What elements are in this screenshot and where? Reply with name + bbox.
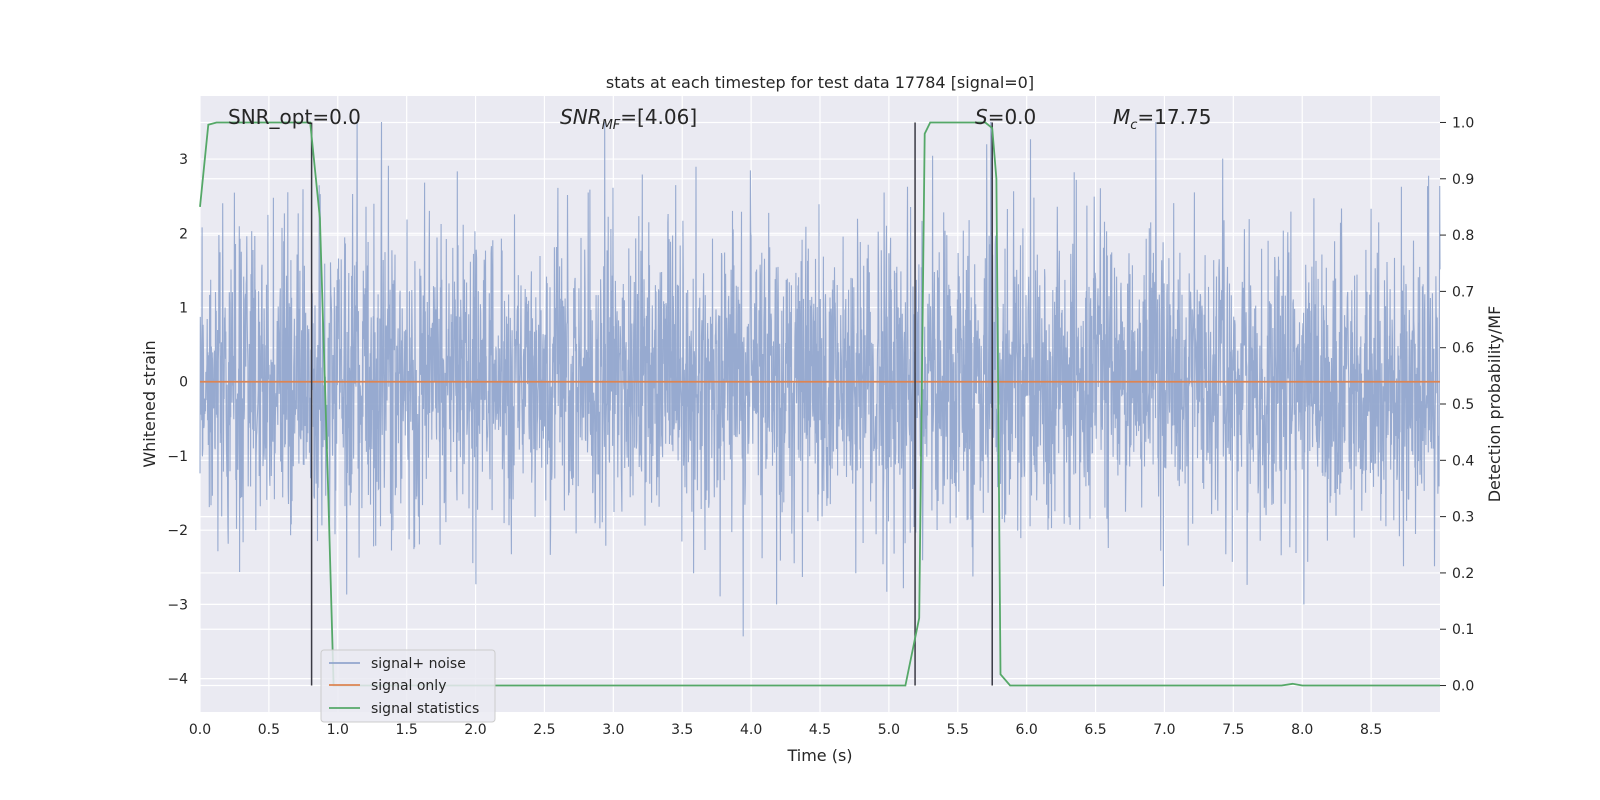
annotation-snr-mf-main: SNR [560, 105, 602, 129]
annotation-s-value: =0.0 [988, 105, 1037, 129]
vertical-markers [310, 122, 993, 686]
y2-tick-label: 0.0 [1452, 679, 1474, 695]
y2-tick-label: 0.4 [1452, 453, 1474, 469]
annotation-mc-value: =17.75 [1137, 105, 1211, 129]
y-tick-label: −1 [167, 449, 188, 465]
annotation-s: S=0.0 [975, 105, 1036, 129]
annotation-mc-main: M [1113, 105, 1130, 129]
x-tick-label: 4.0 [740, 722, 762, 738]
annotation-mc: Mc=17.75 [1113, 105, 1211, 133]
x-tick-label: 8.5 [1360, 722, 1382, 738]
x-tick-label: 2.5 [533, 722, 555, 738]
annotation-snr-mf: SNRMF=[4.06] [560, 105, 697, 133]
legend: signal+ noise signal only signal statist… [320, 649, 496, 723]
x-tick-label: 2.0 [464, 722, 486, 738]
legend-label-statistics: signal statistics [371, 701, 479, 717]
y-axis-label: Whitened strain [140, 340, 159, 467]
y-tick-label: 3 [179, 152, 188, 168]
annotation-mc-sub: c [1130, 118, 1137, 133]
chart-title: stats at each timestep for test data 177… [606, 73, 1034, 92]
x-tick-label: 1.5 [396, 722, 418, 738]
annotation-snr-mf-value: =[4.06] [620, 105, 697, 129]
signal-noise-series [199, 121, 1441, 637]
y2-tick-label: 0.8 [1452, 228, 1474, 244]
y-tick-label: −4 [167, 672, 188, 688]
x-tick-label: 7.5 [1222, 722, 1244, 738]
y-tick-label: −3 [167, 597, 188, 613]
x-tick-labels: 0.0 0.5 1.0 1.5 2.0 2.5 3.0 3.5 4.0 4.5 5.0 5.5 6.0 6… [189, 722, 1382, 738]
series-line-signal-statistics [199, 121, 1440, 687]
annotation-s-main: S [975, 105, 988, 129]
signal-statistics-series [199, 121, 1440, 687]
x-tick-label: 4.5 [809, 722, 831, 738]
annotation-snr-mf-sub: MF [602, 118, 621, 133]
y2-tick-label: 0.2 [1452, 566, 1474, 582]
x-tick-label: 7.0 [1153, 722, 1175, 738]
y-tick-label: 1 [179, 301, 188, 317]
x-tick-label: 5.5 [947, 722, 969, 738]
x-tick-label: 3.5 [671, 722, 693, 738]
y2-tick-label: 1.0 [1452, 115, 1474, 131]
y2-tick-label: 0.1 [1452, 622, 1474, 638]
y2-tick-labels: 0.0 0.1 0.2 0.3 0.4 0.5 0.6 0.7 0.8 0.9 1.0 [1440, 115, 1474, 695]
y-tick-labels: −4 −3 −2 −1 0 1 2 3 [167, 152, 188, 688]
x-tick-label: 8.0 [1291, 722, 1313, 738]
y2-axis-label: Detection probability/MF [1485, 306, 1504, 503]
x-tick-label: 5.0 [878, 722, 900, 738]
legend-box [320, 649, 496, 723]
y2-tick-label: 0.7 [1452, 284, 1474, 300]
y2-tick-label: 0.9 [1452, 172, 1474, 188]
legend-label-noise: signal+ noise [371, 656, 466, 672]
y2-tick-label: 0.3 [1452, 510, 1474, 526]
y-tick-label: −2 [167, 523, 188, 539]
x-tick-label: 0.5 [258, 722, 280, 738]
y2-tick-label: 0.6 [1452, 341, 1474, 357]
y-tick-label: 2 [179, 226, 188, 242]
x-tick-label: 1.0 [327, 722, 349, 738]
y-tick-label: 0 [179, 375, 188, 391]
x-tick-label: 6.0 [1016, 722, 1038, 738]
x-tick-label: 0.0 [189, 722, 211, 738]
x-axis-label: Time (s) [786, 746, 852, 765]
legend-label-signal: signal only [371, 678, 446, 694]
x-tick-label: 6.5 [1084, 722, 1106, 738]
annotation-snr-opt: SNR_opt=0.0 [228, 105, 361, 129]
y2-tick-label: 0.5 [1452, 397, 1474, 413]
series-line-signal-noise [199, 121, 1441, 637]
x-tick-label: 3.0 [602, 722, 624, 738]
